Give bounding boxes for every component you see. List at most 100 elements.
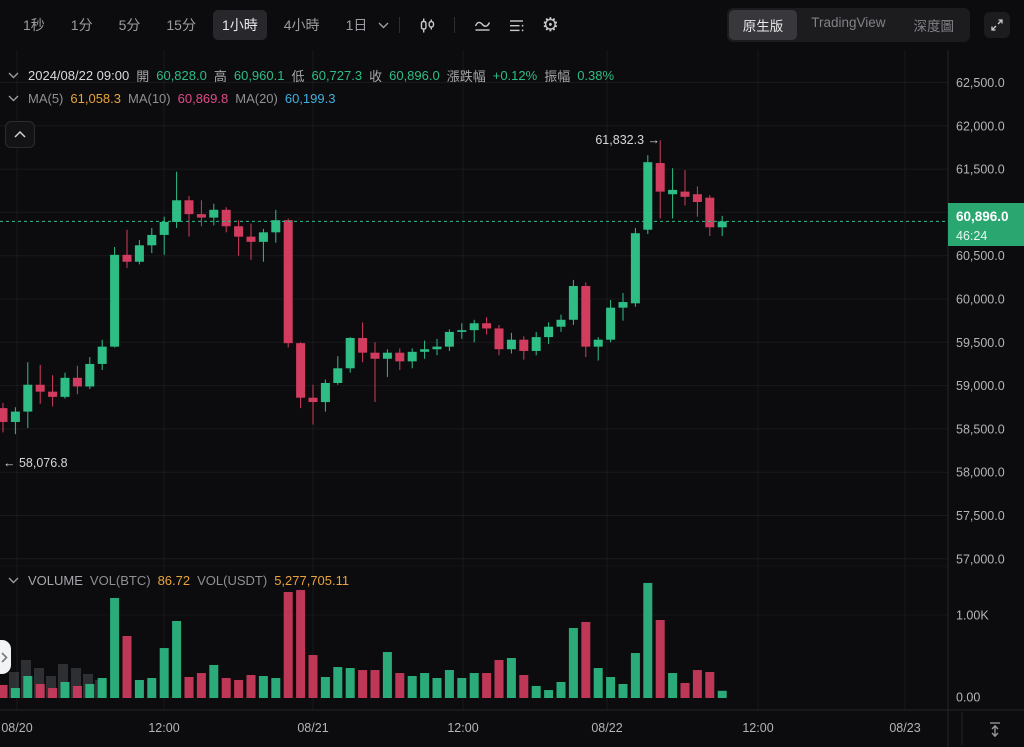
ohlc-legend-row: 2024/08/22 09:00 開 60,828.0 高 60,960.1 低… [8,66,614,85]
candle-body [196,214,206,218]
time-axis-settings-button[interactable] [983,718,1007,742]
volume-bar [85,683,95,698]
price-tick-label: 57,000.0 [956,552,1005,566]
volume-bar [283,592,293,698]
volume-bar [10,688,20,698]
volume-bar [432,677,442,698]
volume-bar [134,679,144,698]
interval-dropdown-chevron-icon[interactable] [378,22,389,29]
candle-body [48,391,58,397]
volume-bar [643,582,653,698]
view-tab-1[interactable]: TradingView [811,15,886,30]
candle-body [35,384,45,392]
indicators-icon[interactable] [505,14,527,36]
chart-view-switcher: 原生版 TradingView 深度圖 [726,8,970,42]
line-chart-style-icon[interactable] [471,14,493,36]
candle-body [606,307,616,340]
highest-price-annotation: 61,832.3 → [595,133,660,147]
candle-body [147,234,157,246]
volume-bar [469,673,479,698]
candle-body [643,162,653,230]
volume-bar [568,628,578,698]
candle-body [110,254,120,347]
volume-bar [147,677,157,698]
time-tick-label: 08/20 [1,721,32,735]
view-tab-2[interactable]: 深度圖 [913,19,955,34]
chart-toolbar: 1秒 1分 5分 15分 1小時 4小時 1日 ⚙ 原生 [0,0,1024,50]
volume-legend-row: VOLUME VOL(BTC) 86.72 VOL(USDT) 5,277,70… [8,573,349,588]
volume-bar [221,677,231,698]
interval-button-3[interactable]: 15分 [166,17,196,33]
fullscreen-button[interactable] [984,12,1010,38]
volume-bar [370,670,380,698]
ghost-volume-bar [58,664,68,698]
close-label: 收 [369,69,383,84]
ma10-label: MA(10) [128,91,171,106]
collapse-pane-button[interactable] [5,121,35,148]
time-tick-label: 08/23 [889,721,920,735]
candle-body [593,339,603,347]
volume-bar [0,684,8,698]
expand-panel-handle[interactable] [0,640,11,674]
volume-bar [668,673,678,698]
candle-body [494,328,504,350]
ma5-value: 61,058.3 [70,91,121,106]
volume-bar [320,677,330,698]
candle-body [692,194,702,203]
candle-body [618,302,628,308]
volume-bar [531,685,541,698]
interval-button-6[interactable]: 1日 [345,17,368,33]
volume-bar [23,676,33,698]
vol-usdt-value: 5,277,705.11 [274,573,350,588]
candlestick-style-icon[interactable] [416,14,438,36]
volume-bar [110,597,120,698]
collapse-volume-chevron-icon[interactable] [8,577,19,584]
last-price-badge: 60,896.0 46:24 [948,203,1024,246]
ma5-label: MA(5) [28,91,64,106]
candle-body [85,363,95,387]
candle-body [382,352,392,359]
open-value: 60,828.0 [156,68,207,83]
candle-countdown: 46:24 [956,228,988,243]
interval-selector: 1秒 1分 5分 15分 1小時 4小時 1日 [14,10,376,40]
candle-body [159,221,169,235]
candle-body [444,331,454,347]
toolbar-divider [399,17,401,33]
price-tick-label: 61,500.0 [956,163,1005,177]
volume-bar [258,676,268,698]
candle-body [72,377,82,387]
ma10-value: 60,869.8 [177,91,229,106]
volume-bar [630,653,640,698]
candle-body [482,323,492,329]
volume-bar [308,655,318,698]
candle-body [60,377,70,397]
price-tick-label: 57,500.0 [956,509,1005,523]
interval-button-1[interactable]: 1分 [70,17,93,33]
candle-body [122,254,132,262]
amplitude-value: 0.38% [577,68,615,83]
volume-bar [382,652,392,698]
time-tick-label: 08/22 [591,721,622,735]
close-value: 60,896.0 [389,68,440,83]
candle-body [556,319,566,327]
collapse-ohlc-chevron-icon[interactable] [8,72,19,79]
view-tab-0[interactable]: 原生版 [728,10,798,40]
volume-bar [358,670,368,698]
interval-button-5[interactable]: 4小時 [283,17,320,33]
interval-button-2[interactable]: 5分 [118,17,141,33]
interval-button-4[interactable]: 1小時 [212,10,267,40]
settings-gear-icon[interactable]: ⚙ [541,14,559,36]
volume-bar [333,667,343,698]
collapse-ma-chevron-icon[interactable] [8,95,19,102]
candle-body [630,233,640,304]
volume-bar [457,677,467,698]
volume-bar [556,681,566,698]
candle-body [717,221,727,228]
price-tick-label: 58,500.0 [956,422,1005,436]
vol-btc-value: 86.72 [157,573,191,588]
interval-button-0[interactable]: 1秒 [23,17,45,33]
ma20-value: 60,199.3 [284,91,336,106]
candle-body [407,351,417,362]
candle-body [544,326,554,338]
